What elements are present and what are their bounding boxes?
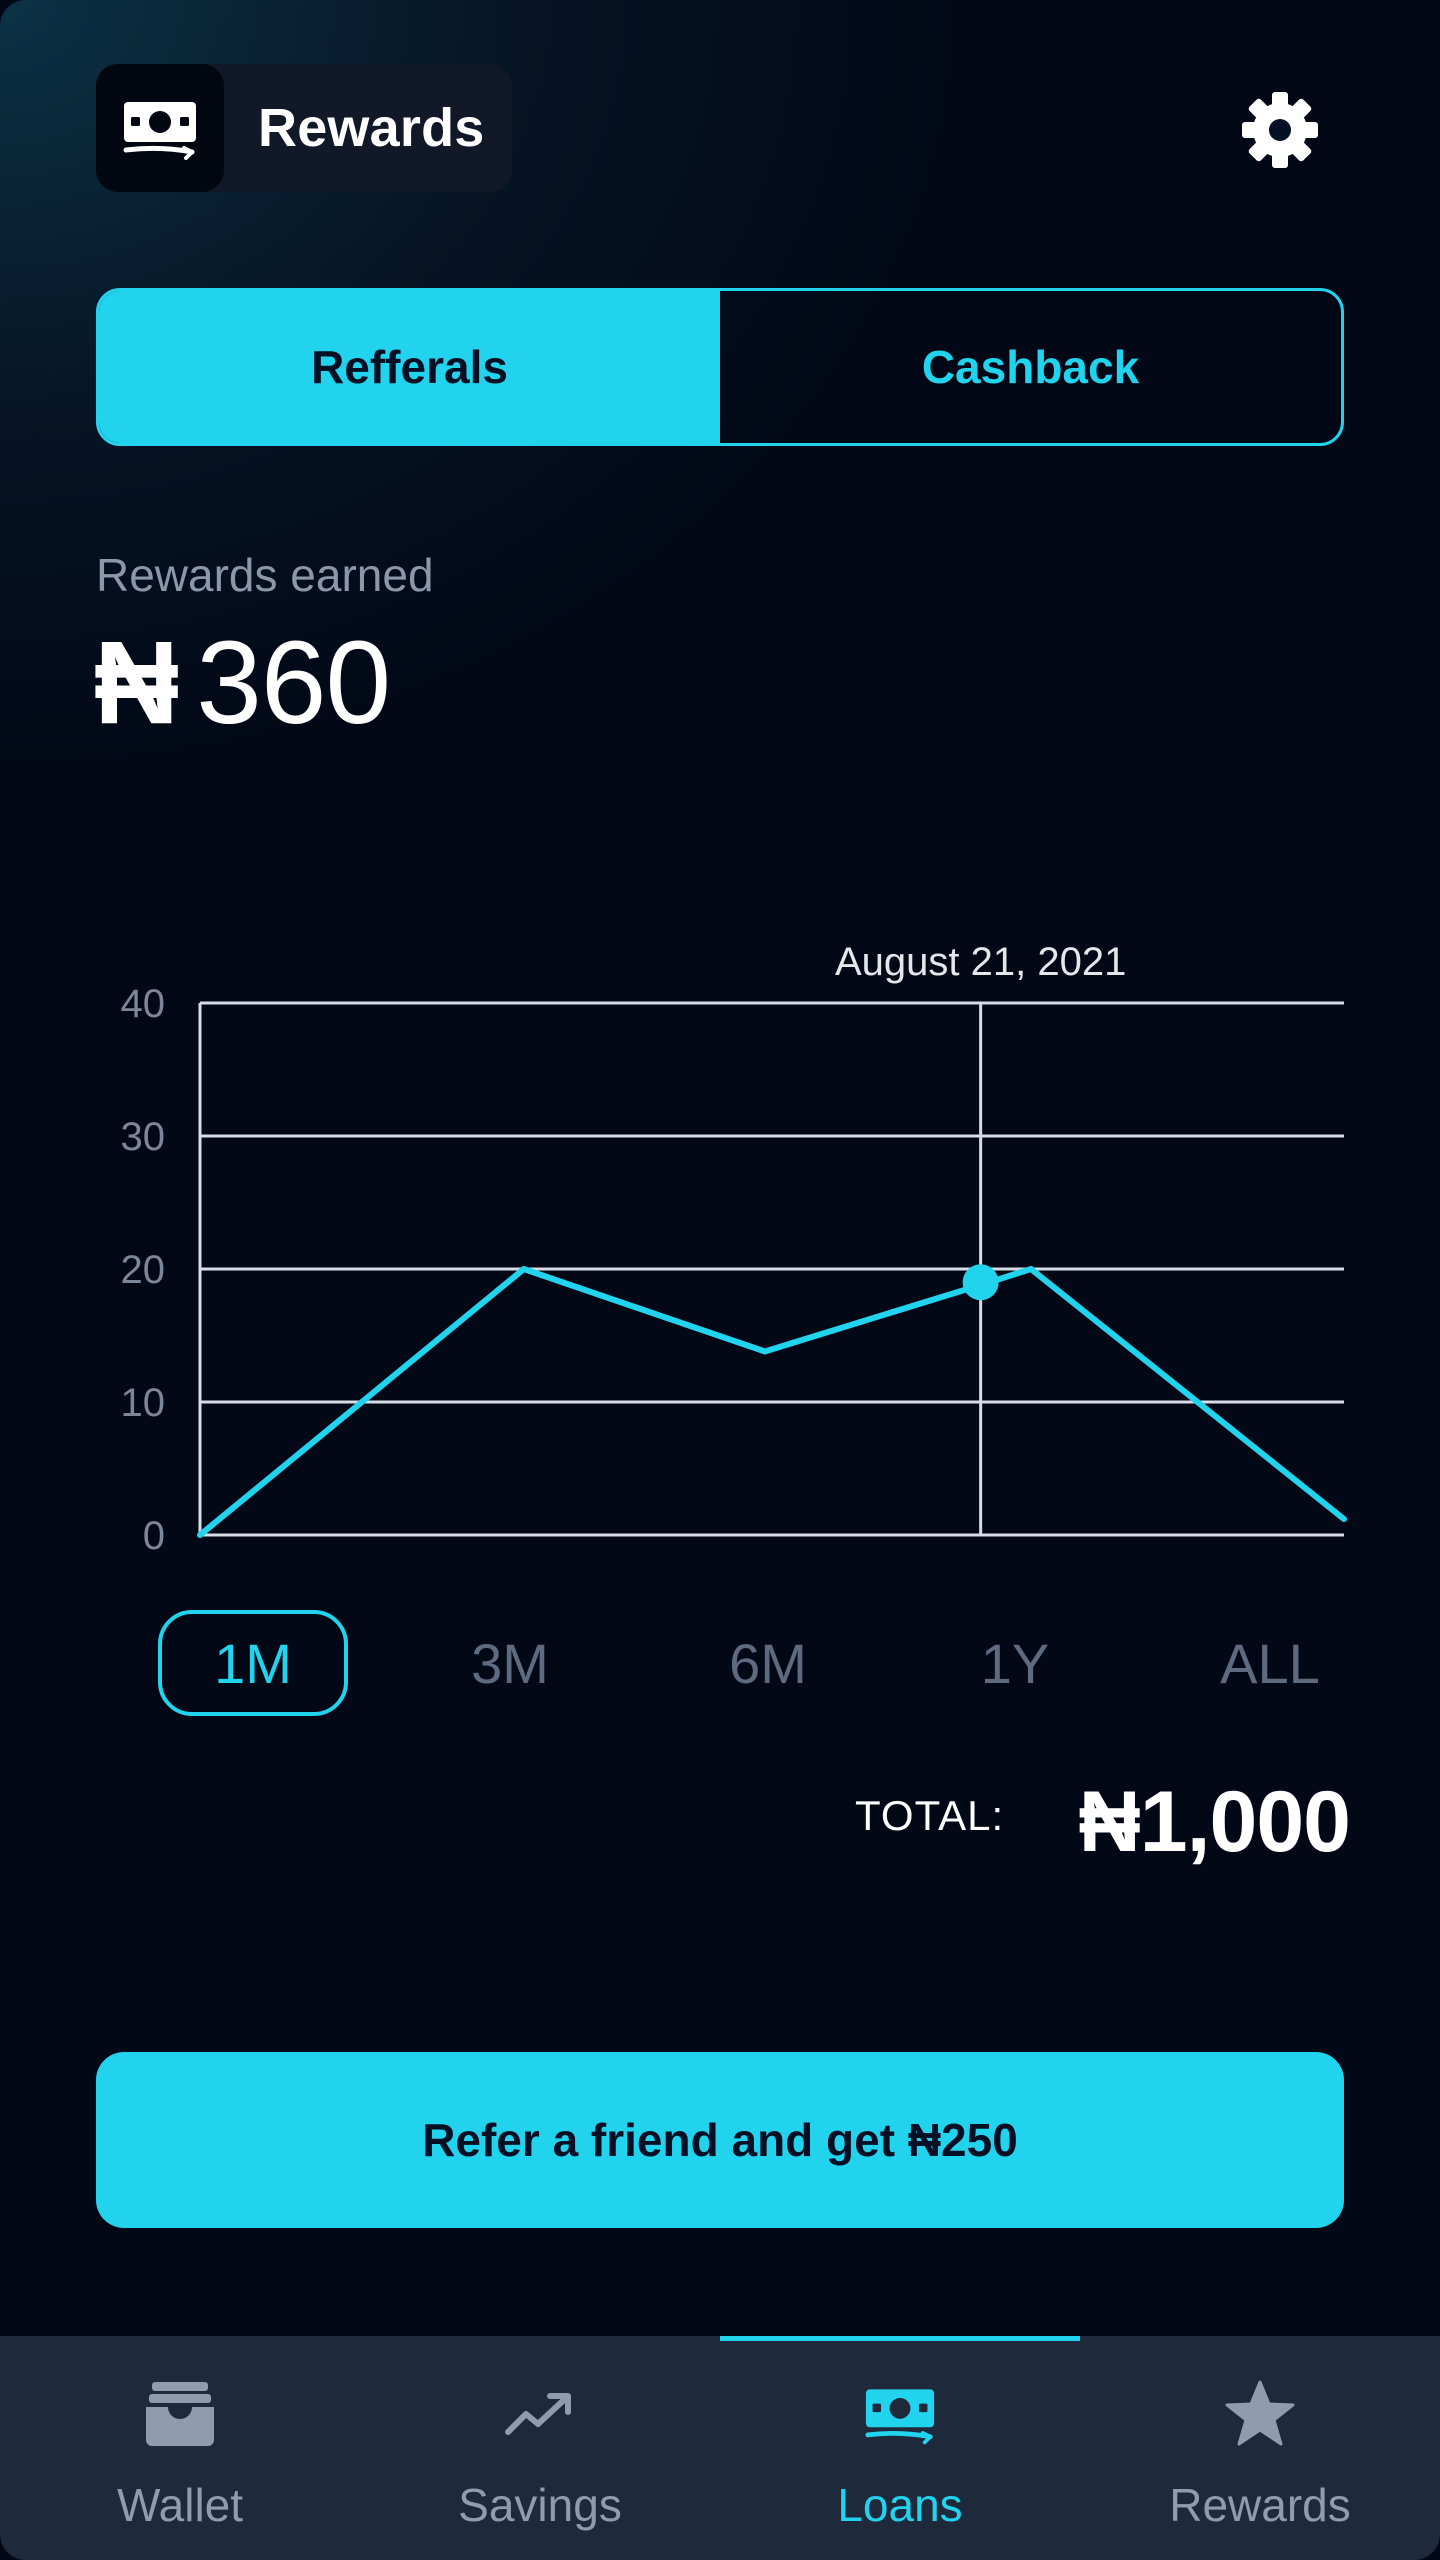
- rewards-earned-amount: 360: [196, 617, 391, 749]
- chart-y-tick-label: 0: [143, 1514, 165, 1558]
- tab-refferals[interactable]: Refferals: [99, 291, 720, 443]
- chart-selected-date: August 21, 2021: [835, 940, 1126, 984]
- range-tab-1m[interactable]: 1M: [158, 1610, 348, 1716]
- nav-item-wallet[interactable]: Wallet: [0, 2336, 360, 2560]
- rewards-line-chart[interactable]: 0 10 20 30 40 August 21, 2021: [0, 920, 1440, 1560]
- chart-series-line: [197, 1266, 1347, 1538]
- bottom-nav: Wallet Savings: [0, 2336, 1440, 2560]
- chart-y-tick-label: 10: [121, 1381, 166, 1425]
- range-tab-1y[interactable]: 1Y: [980, 1631, 1050, 1695]
- refer-friend-button[interactable]: Refer a friend and get ₦250: [96, 2052, 1344, 2228]
- money-icon: [864, 2378, 936, 2450]
- chart-y-tick-label: 20: [121, 1248, 166, 1292]
- range-selector: 1M 3M 6M 1Y ALL: [0, 1610, 1440, 1720]
- money-icon: [96, 64, 224, 192]
- chart-grid: [198, 1001, 1344, 1537]
- gear-icon[interactable]: [1240, 90, 1320, 170]
- nav-item-rewards[interactable]: Rewards: [1080, 2336, 1440, 2560]
- trending-up-icon: [504, 2378, 576, 2450]
- nav-label-rewards: Rewards: [1169, 2479, 1351, 2531]
- star-icon: [1224, 2378, 1296, 2450]
- chart-y-tick-label: 40: [121, 982, 166, 1026]
- range-tab-6m[interactable]: 6M: [729, 1631, 807, 1695]
- rewards-type-tabs: Refferals Cashback: [96, 288, 1344, 446]
- chart-y-tick-label: 30: [121, 1115, 166, 1159]
- range-tab-3m[interactable]: 3M: [471, 1631, 549, 1695]
- nav-item-loans[interactable]: Loans: [720, 2336, 1080, 2560]
- rewards-earned-label: Rewards earned: [96, 549, 434, 601]
- tab-cashback[interactable]: Cashback: [921, 341, 1140, 393]
- nav-label-wallet: Wallet: [116, 2479, 244, 2531]
- range-tab-all[interactable]: ALL: [1220, 1631, 1320, 1695]
- nav-item-savings[interactable]: Savings: [360, 2336, 720, 2560]
- page-title: Rewards: [258, 98, 485, 158]
- chart-y-axis: 0 10 20 30 40: [121, 982, 166, 1558]
- nav-active-indicator: [720, 2336, 1080, 2341]
- currency-symbol: ₦: [94, 617, 179, 749]
- rewards-earned-value: ₦ 360: [94, 615, 391, 751]
- total-value: ₦1,000: [1078, 1774, 1351, 1870]
- nav-label-loans: Loans: [837, 2479, 963, 2531]
- wallet-icon: [144, 2378, 216, 2450]
- total-label: TOTAL:: [855, 1792, 1005, 1839]
- nav-label-savings: Savings: [458, 2479, 622, 2531]
- brand-chip: Rewards: [96, 64, 512, 192]
- chart-selected-point[interactable]: [962, 1264, 999, 1301]
